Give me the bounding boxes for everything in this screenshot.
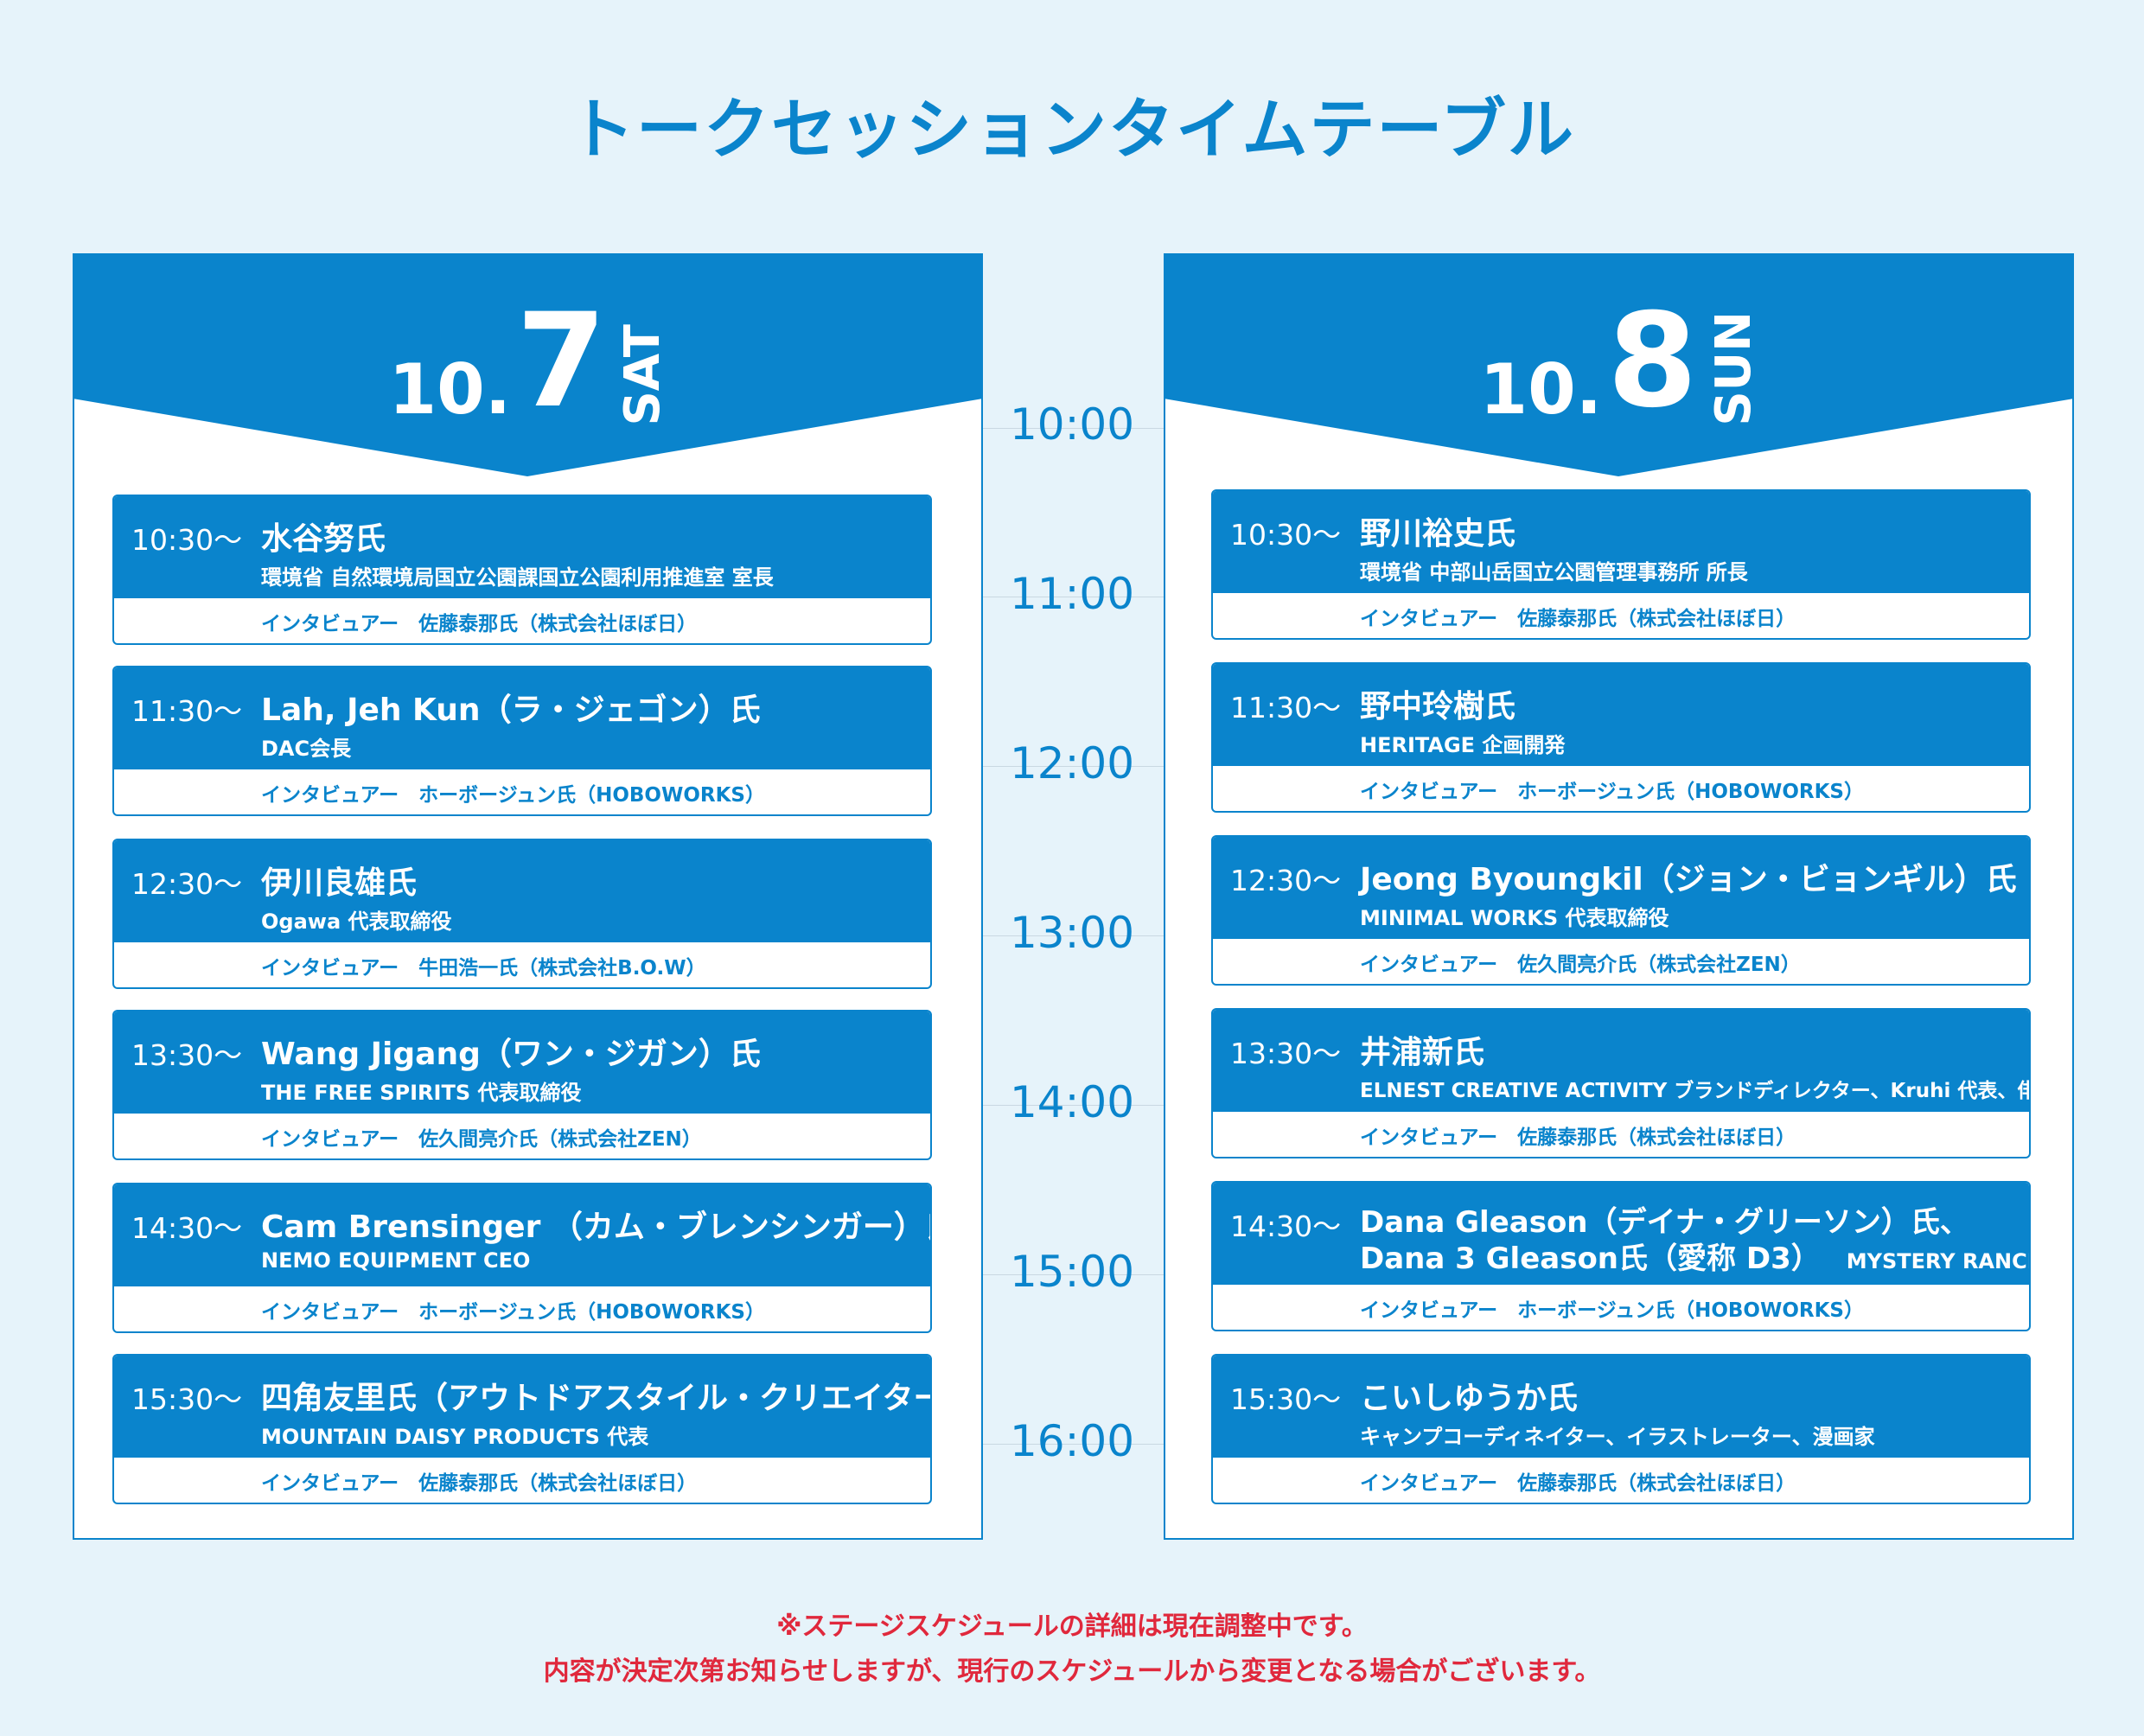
header-chevron-shape xyxy=(1164,253,2074,476)
interviewer: インタビュアー ホーボージュン氏（HOBOWORKS） xyxy=(1360,781,1864,803)
session-time: 11:30〜 xyxy=(1230,691,1342,724)
interviewer: インタビュアー ホーボージュン氏（HOBOWORKS） xyxy=(261,784,765,807)
speaker-name-2: Dana 3 Gleason氏（愛称 D3） xyxy=(1360,1241,1821,1276)
hour-line xyxy=(73,935,2071,936)
header-chevron-shape xyxy=(73,253,983,476)
interviewer: インタビュアー 牛田浩一氏（株式会社B.O.W） xyxy=(261,957,706,980)
date-day: 7 xyxy=(516,286,607,437)
session-card: 12:30〜 伊川良雄氏 Ogawa 代表取締役 インタビュアー 牛田浩一氏（株… xyxy=(112,839,932,989)
speaker-name: Cam Brensinger （カム・ブレンシンガー）氏 xyxy=(261,1209,932,1245)
session-card: 13:30〜 井浦新氏 ELNEST CREATIVE ACTIVITY ブラン… xyxy=(1211,1008,2031,1158)
schedule-note-1: ※ステージスケジュールの詳細は現在調整中です。 xyxy=(776,1612,1368,1642)
interviewer: インタビュアー ホーボージュン氏（HOBOWORKS） xyxy=(261,1301,765,1324)
hour-line xyxy=(73,1274,2071,1275)
speaker-role: THE FREE SPIRITS 代表取締役 xyxy=(261,1081,582,1105)
speaker-name: 井浦新氏 xyxy=(1360,1035,1485,1070)
session-card: 14:30〜 Cam Brensinger （カム・ブレンシンガー）氏 NEMO… xyxy=(112,1183,932,1333)
session-card: 10:30〜 野川裕史氏 環境省 中部山岳国立公園管理事務所 所長 インタビュア… xyxy=(1211,489,2031,640)
session-card: 12:30〜 Jeong Byoungkil（ジョン・ビョンギル）氏 MINIM… xyxy=(1211,835,2031,986)
hour-label: 13:00 xyxy=(1009,908,1135,958)
date-label: 10. 7 SAT xyxy=(73,253,983,426)
speaker-name: Jeong Byoungkil（ジョン・ビョンギル）氏 xyxy=(1360,862,2017,897)
session-card: 13:30〜 Wang Jigang（ワン・ジガン）氏 THE FREE SPI… xyxy=(112,1010,932,1160)
speaker-name: 水谷努氏 xyxy=(261,521,386,557)
session-time: 10:30〜 xyxy=(1230,518,1342,552)
session-card: 10:30〜 水谷努氏 環境省 自然環境局国立公園課国立公園利用推進室 室長 イ… xyxy=(112,495,932,645)
interviewer: インタビュアー 佐藤泰那氏（株式会社ほぼ日） xyxy=(1360,1126,1796,1149)
speaker-role: Ogawa 代表取締役 xyxy=(261,909,452,934)
speaker-role: 環境省 中部山岳国立公園管理事務所 所長 xyxy=(1360,560,1748,584)
hour-label: 10:00 xyxy=(1009,399,1135,450)
session-time: 15:30〜 xyxy=(131,1382,243,1416)
speaker-role: 環境省 自然環境局国立公園課国立公園利用推進室 室長 xyxy=(261,565,774,590)
session-time: 13:30〜 xyxy=(131,1038,243,1072)
hour-line xyxy=(73,428,2071,429)
hour-line xyxy=(73,766,2071,767)
day-header: 10. 8 SUN xyxy=(1164,253,2074,478)
speaker-name: こいしゆうか氏 xyxy=(1360,1381,1579,1416)
session-card: 11:30〜 野中玲樹氏 HERITAGE 企画開発 インタビュアー ホーボージ… xyxy=(1211,662,2031,813)
session-time: 12:30〜 xyxy=(1230,864,1342,897)
interviewer: インタビュアー 佐藤泰那氏（株式会社ほぼ日） xyxy=(261,1472,698,1495)
hour-label: 14:00 xyxy=(1009,1077,1135,1127)
session-time: 14:30〜 xyxy=(1230,1209,1342,1243)
speaker-name: 野川裕史氏 xyxy=(1360,516,1516,552)
session-card: 15:30〜 四角友里氏（アウトドアスタイル・クリエイター） MOUNTAIN … xyxy=(112,1354,932,1504)
interviewer: インタビュアー 佐藤泰那氏（株式会社ほぼ日） xyxy=(1360,1472,1796,1495)
schedule-note-2: 内容が決定次第お知らせしますが、現行のスケジュールから変更となる場合がございます… xyxy=(543,1656,1601,1687)
speaker-role: NEMO EQUIPMENT CEO xyxy=(261,1248,531,1273)
speaker-name-second-line: Dana 3 Gleason氏（愛称 D3） MYSTERY RANCH xyxy=(1360,1235,2031,1277)
speaker-role: キャンプコーディネイター、イラストレーター、漫画家 xyxy=(1360,1425,1875,1449)
speaker-name: 伊川良雄氏 xyxy=(261,865,418,901)
session-time: 14:30〜 xyxy=(131,1211,243,1245)
speaker-name: 四角友里氏（アウトドアスタイル・クリエイター） xyxy=(261,1381,932,1416)
interviewer: インタビュアー 佐藤泰那氏（株式会社ほぼ日） xyxy=(1360,608,1796,630)
session-time: 11:30〜 xyxy=(131,694,243,728)
date-month: 10. xyxy=(388,349,512,430)
session-time: 15:30〜 xyxy=(1230,1382,1342,1416)
session-time: 12:30〜 xyxy=(131,867,243,901)
speaker-name: Dana Gleason（デイナ・グリーソン）氏、 xyxy=(1360,1205,1969,1240)
session-card: 11:30〜 Lah, Jeh Kun（ラ・ジェゴン）氏 DAC会長 インタビュ… xyxy=(112,666,932,816)
date-label: 10. 8 SUN xyxy=(1164,253,2074,426)
date-day: 8 xyxy=(1607,286,1698,437)
day-header: 10. 7 SAT xyxy=(73,253,983,478)
page-title: トークセッションタイムテーブル xyxy=(569,91,1575,168)
hour-line xyxy=(73,1105,2071,1106)
session-time: 13:30〜 xyxy=(1230,1037,1342,1070)
hour-label: 16:00 xyxy=(1009,1416,1135,1466)
date-weekday: SAT xyxy=(614,324,671,426)
speaker-name: Wang Jigang（ワン・ジガン）氏 xyxy=(261,1037,761,1072)
interviewer: インタビュアー 佐藤泰那氏（株式会社ほぼ日） xyxy=(261,613,698,635)
speaker-role: ELNEST CREATIVE ACTIVITY ブランドディレクター、Kruh… xyxy=(1360,1080,2031,1102)
speaker-affiliation: MYSTERY RANCH xyxy=(1846,1249,2031,1273)
session-time: 10:30〜 xyxy=(131,523,243,557)
date-month: 10. xyxy=(1479,349,1603,430)
speaker-name: Lah, Jeh Kun（ラ・ジェゴン）氏 xyxy=(261,692,761,728)
session-card: 14:30〜 Dana Gleason（デイナ・グリーソン）氏、 Dana 3 … xyxy=(1211,1181,2031,1331)
interviewer: インタビュアー 佐久間亮介氏（株式会社ZEN） xyxy=(1360,954,1801,976)
hour-line xyxy=(73,1444,2071,1445)
speaker-role: MOUNTAIN DAISY PRODUCTS 代表 xyxy=(261,1425,649,1449)
hour-label: 12:00 xyxy=(1009,738,1135,788)
session-card: 15:30〜 こいしゆうか氏 キャンプコーディネイター、イラストレーター、漫画家… xyxy=(1211,1354,2031,1504)
hour-label: 15:00 xyxy=(1009,1247,1135,1297)
speaker-role: DAC会長 xyxy=(261,737,352,761)
speaker-name: 野中玲樹氏 xyxy=(1360,689,1516,724)
interviewer: インタビュアー 佐久間亮介氏（株式会社ZEN） xyxy=(261,1128,702,1151)
interviewer: インタビュアー ホーボージュン氏（HOBOWORKS） xyxy=(1360,1299,1864,1322)
speaker-role: HERITAGE 企画開発 xyxy=(1360,733,1566,757)
hour-label: 11:00 xyxy=(1009,569,1135,619)
date-weekday: SUN xyxy=(1705,311,1762,426)
speaker-role: MINIMAL WORKS 代表取締役 xyxy=(1360,906,1669,930)
